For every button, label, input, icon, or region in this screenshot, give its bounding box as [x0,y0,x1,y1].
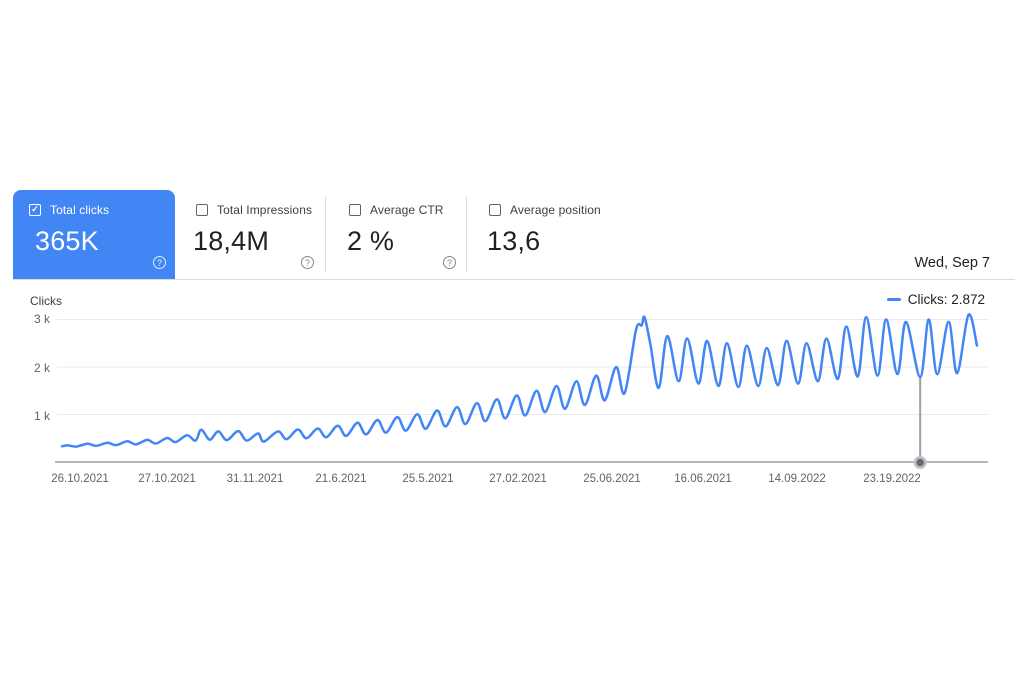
y-tick-label: 1 k [33,409,50,423]
card-separator [466,196,467,272]
x-axis-label: 25.5.2021 [402,473,454,485]
card-label: Average position [510,203,601,217]
x-axis-label: 27.10.2021 [138,473,196,485]
chart-legend: Clicks: 2.872 [886,292,985,307]
x-axis-label: 16.06.2021 [674,473,732,485]
card-total-clicks[interactable]: ✓ Total clicks 365K ? [13,190,175,280]
checkbox-unchecked-icon[interactable] [196,204,208,216]
clicks-series-dash-icon [886,298,901,301]
y-axis-title: Clicks [30,294,62,308]
x-axis-label: 14.09.2022 [768,473,826,485]
x-axis-label: 25.06.2021 [583,473,641,485]
legend-label: Clicks: 2.872 [907,292,985,307]
x-axis-label: 31.11.2021 [226,473,284,485]
card-total-impressions[interactable]: Total Impressions 18,4M ? [175,190,325,280]
help-icon[interactable]: ? [443,256,456,269]
card-separator [325,196,326,272]
card-value: 2 % [347,226,395,256]
card-label: Average CTR [370,203,444,217]
x-axis-label: 21.6.2021 [315,473,367,485]
card-value: 13,6 [487,226,541,256]
card-value: 18,4M [193,226,270,256]
y-tick-label: 3 k [33,312,50,326]
card-label: Total Impressions [217,203,313,217]
x-axis-label: 23.19.2022 [863,473,921,485]
card-label: Total clicks [50,203,110,217]
cards-bottom-divider [13,279,1015,280]
card-average-ctr[interactable]: Average CTR 2 % ? [325,190,466,280]
y-tick-label: 2 k [33,361,50,375]
help-icon[interactable]: ? [301,256,314,269]
x-axis-label: 27.02.2021 [489,473,547,485]
card-average-position[interactable]: Average position 13,6 [466,190,640,280]
hovered-date-label: Wed, Sep 7 [914,255,990,271]
card-value: 365K [35,226,99,256]
checkbox-unchecked-icon[interactable] [489,204,501,216]
help-icon[interactable]: ? [153,256,166,269]
checkbox-checked-icon[interactable]: ✓ [29,204,41,216]
checkbox-unchecked-icon[interactable] [349,204,361,216]
chart-plot-area[interactable] [57,300,988,462]
x-axis-label: 26.10.2021 [51,473,109,485]
